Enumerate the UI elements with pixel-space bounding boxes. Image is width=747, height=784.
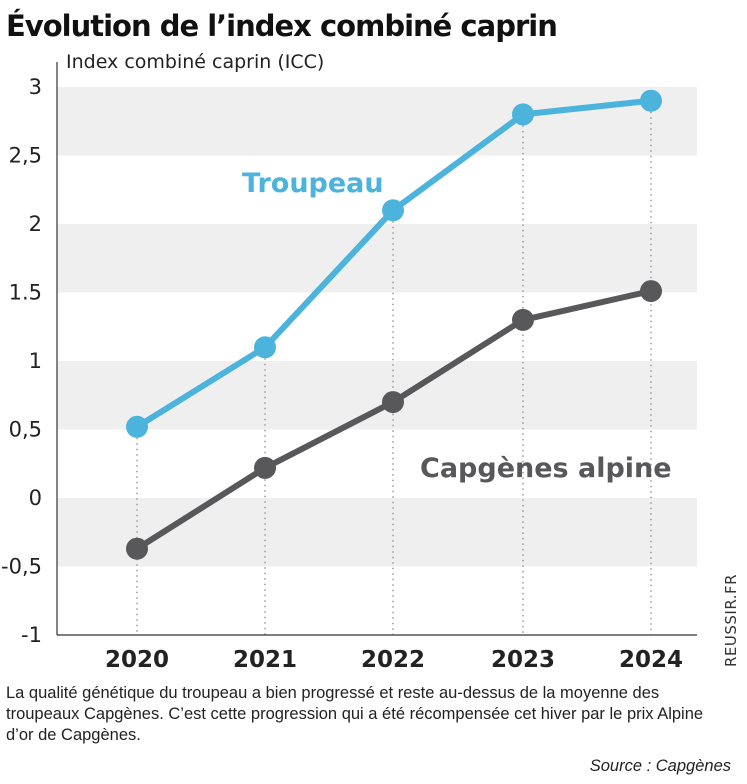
x-tick-label: 2022 xyxy=(361,647,425,673)
data-point xyxy=(126,537,148,560)
x-tick-label: 2020 xyxy=(105,647,169,673)
data-point xyxy=(126,415,148,438)
y-tick-label: 2,5 xyxy=(9,144,42,168)
x-tick-label: 2023 xyxy=(491,647,555,673)
data-point xyxy=(382,391,404,414)
series-points xyxy=(126,89,662,560)
data-point xyxy=(512,103,534,126)
axes xyxy=(56,62,697,636)
series-label-troupeau: Troupeau xyxy=(242,168,384,199)
grid-band xyxy=(57,361,697,430)
y-tick-labels: 3 2,5 2 1.5 1 0,5 0 -0,5 -1 xyxy=(1,75,42,647)
grid-band xyxy=(57,498,697,567)
y-axis-label: Index combiné caprin (ICC) xyxy=(66,51,324,73)
x-tick-label: 2021 xyxy=(233,647,297,673)
chart-title: Évolution de l’index combiné caprin xyxy=(6,9,558,43)
data-point xyxy=(640,280,662,303)
x-tick-label: 2024 xyxy=(619,647,683,673)
data-point xyxy=(512,308,534,331)
source-note: Source : Capgènes xyxy=(589,757,731,775)
y-tick-label: 0,5 xyxy=(9,418,42,442)
series-label-capgenes-alpine: Capgènes alpine xyxy=(420,453,672,484)
credit-label: REUSSIR.FR xyxy=(722,574,740,667)
data-point xyxy=(254,336,276,359)
data-point xyxy=(254,456,276,479)
y-tick-label: 0 xyxy=(29,486,42,510)
y-tick-label: 1.5 xyxy=(9,281,42,305)
data-point xyxy=(640,89,662,112)
data-point xyxy=(382,199,404,222)
vertical-guides xyxy=(136,100,652,635)
grid-band xyxy=(57,224,697,293)
chart-caption: La qualité génétique du troupeau a bien … xyxy=(6,684,704,744)
y-tick-label: 1 xyxy=(29,349,42,373)
grid-band xyxy=(57,87,697,156)
y-tick-label: 2 xyxy=(29,212,42,236)
grid-bands xyxy=(57,87,697,567)
y-tick-label: -1 xyxy=(21,623,42,647)
x-tick-labels: 2020 2021 2022 2023 2024 xyxy=(105,647,683,673)
y-tick-label: 3 xyxy=(29,75,42,99)
y-tick-label: -0,5 xyxy=(1,555,42,579)
line-chart: 3 2,5 2 1.5 1 0,5 0 -0,5 -1 2020 2021 2022 2023 2024… xyxy=(1,51,740,673)
